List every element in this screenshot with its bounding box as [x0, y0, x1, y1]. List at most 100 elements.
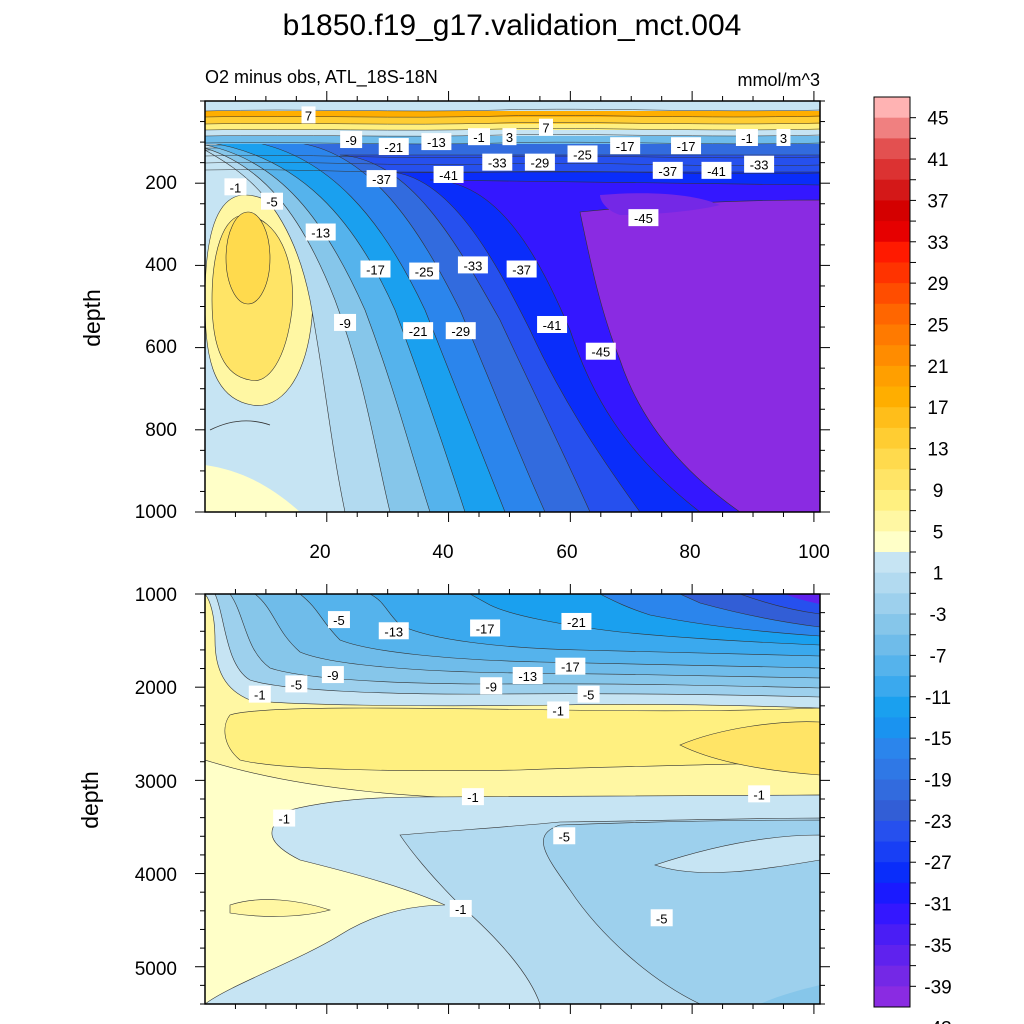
svg-text:7: 7	[305, 108, 312, 123]
colorbar-swatch	[874, 800, 910, 822]
colorbar-swatch	[874, 841, 910, 863]
y-tick-label: 400	[145, 255, 177, 276]
x-tick-label: 20	[309, 542, 330, 563]
colorbar-swatch	[874, 241, 910, 263]
colorbar-swatch	[874, 138, 910, 160]
colorbar-swatch	[874, 97, 910, 119]
colorbar-label: -11	[925, 688, 951, 709]
colorbar-swatch	[874, 221, 910, 243]
contour-label: -37	[652, 161, 683, 179]
svg-text:-45: -45	[634, 211, 653, 226]
svg-text:-29: -29	[451, 324, 470, 339]
svg-text:-1: -1	[741, 131, 753, 146]
contour-label: 3	[502, 128, 517, 146]
colorbar-swatches	[874, 97, 910, 1008]
colorbar-label: 37	[927, 191, 948, 212]
colorbar-label: -15	[924, 729, 951, 750]
colorbar-swatch	[874, 676, 910, 698]
contour-label: -1	[224, 178, 247, 196]
y-tick-label: 2000	[135, 678, 177, 699]
svg-text:-1: -1	[753, 787, 765, 802]
contour-label: -25	[567, 145, 598, 163]
colorbar-swatch	[874, 986, 910, 1008]
svg-text:-37: -37	[372, 172, 391, 187]
colorbar-label: 33	[927, 233, 948, 254]
upper-contour-labels: 7-9 -21 -13 -1 37-33 -29-25-17 -17-1 3-37 -41 -37…	[224, 106, 791, 360]
y-tick-label: 1000	[135, 585, 177, 606]
svg-text:-21: -21	[567, 615, 586, 630]
contour-label: -41	[701, 161, 732, 179]
colorbar-label: 29	[927, 274, 948, 295]
colorbar-label: 41	[927, 150, 948, 171]
svg-text:-41: -41	[439, 168, 458, 183]
colorbar-label: -35	[924, 936, 951, 957]
colorbar-swatch	[874, 510, 910, 532]
colorbar-swatch	[874, 386, 910, 408]
colorbar-swatch	[874, 345, 910, 367]
contour-label: -45	[585, 342, 616, 360]
colorbar-label: 1	[933, 564, 944, 585]
y-tick-label: 1000	[135, 502, 177, 523]
svg-text:-37: -37	[512, 263, 531, 278]
svg-text:-1: -1	[455, 902, 467, 917]
contour-label: -17	[555, 657, 586, 675]
colorbar-swatch	[874, 758, 910, 780]
contour-label: -1	[248, 685, 271, 703]
colorbar-label: -39	[924, 977, 951, 998]
colorbar-label: 25	[927, 316, 948, 337]
colorbar-swatch	[874, 262, 910, 284]
contour-label: -17	[470, 619, 501, 637]
svg-text:-41: -41	[707, 164, 726, 179]
colorbar-swatch	[874, 407, 910, 429]
lower-y-axis: 1000 2000 3000 4000 5000 depth	[77, 585, 177, 980]
svg-text:-5: -5	[333, 613, 345, 628]
contour-label: -5	[577, 685, 600, 703]
contour-label: -5	[285, 675, 308, 693]
contour-label: 7	[301, 106, 316, 124]
svg-text:-25: -25	[573, 147, 592, 162]
colorbar-swatch	[874, 717, 910, 739]
colorbar-label: 17	[927, 398, 948, 419]
upper-panel: 200 400 600 800 1000 depth 20 40 60 80 1…	[79, 91, 830, 563]
colorbar-swatch	[874, 179, 910, 201]
colorbar-label: -7	[930, 646, 947, 667]
colorbar-swatch	[874, 965, 910, 987]
contour-label: -17	[610, 137, 641, 155]
lower-contour-labels: -5 -13 -17 -21 -9 -5 -1 -17 -13 -9 -5 -1 -1 -1 -1 -5 -1 -…	[248, 611, 771, 927]
svg-text:-9: -9	[339, 316, 351, 331]
colorbar-label: -19	[924, 771, 951, 792]
y-tick-label: 3000	[135, 772, 177, 793]
svg-text:-13: -13	[518, 669, 537, 684]
colorbar-swatch	[874, 862, 910, 884]
colorbar-swatch	[874, 303, 910, 325]
contour-label: -9	[321, 666, 344, 684]
colorbar-swatch	[874, 489, 910, 512]
contour-label: -13	[378, 622, 409, 640]
contour-label: -41	[537, 315, 568, 333]
contour-label: -1	[449, 899, 472, 917]
svg-text:-33: -33	[488, 156, 507, 171]
contour-label: -1	[273, 809, 296, 827]
contour-label: -41	[433, 165, 464, 183]
colorbar-label: 45	[927, 109, 948, 130]
svg-text:-13: -13	[384, 624, 403, 639]
svg-text:-9: -9	[327, 668, 339, 683]
svg-text:-1: -1	[467, 790, 479, 805]
svg-text:-1: -1	[254, 688, 266, 703]
svg-text:-5: -5	[291, 677, 303, 692]
svg-text:-25: -25	[415, 265, 434, 280]
colorbar-label: -23	[924, 812, 951, 833]
contour-label: 7	[538, 118, 553, 136]
colorbar-swatch	[874, 655, 910, 677]
contour-label: -5	[327, 611, 350, 629]
upper-x-axis: 20 40 60 80 100	[309, 542, 829, 563]
contour-label: -13	[512, 667, 543, 684]
svg-text:-21: -21	[384, 140, 403, 155]
svg-text:-13: -13	[427, 135, 446, 150]
colorbar-swatch	[874, 738, 910, 760]
y-axis-title: depth	[77, 771, 103, 829]
colorbar-swatch	[874, 365, 910, 387]
lower-contour-fill	[205, 594, 820, 1004]
svg-text:-17: -17	[616, 139, 635, 154]
y-tick-label: 600	[145, 337, 177, 358]
